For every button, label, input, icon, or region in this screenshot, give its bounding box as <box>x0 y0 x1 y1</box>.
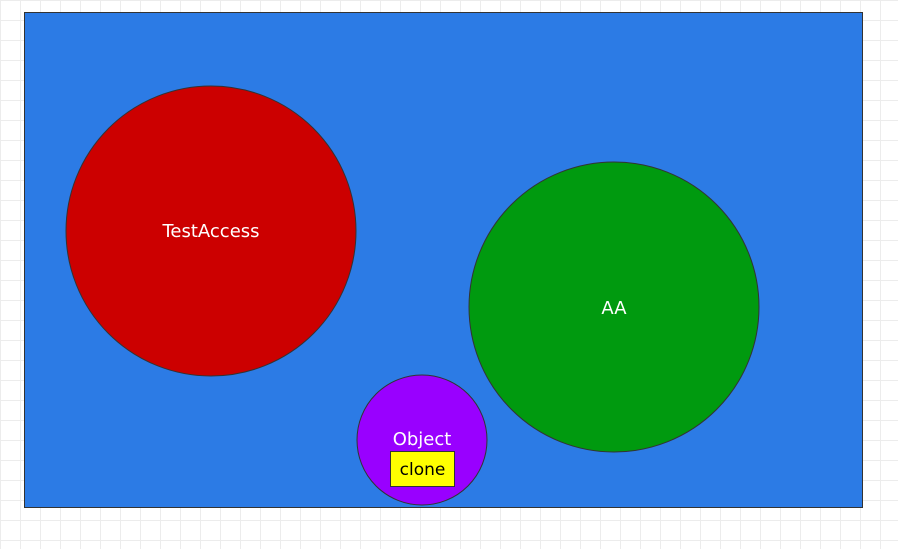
node-aa[interactable]: AA <box>468 161 760 453</box>
node-testaccess[interactable]: TestAccess <box>65 85 357 377</box>
node-testaccess-label: TestAccess <box>161 221 259 242</box>
method-tag-clone[interactable]: clone <box>390 451 455 487</box>
node-object-label: Object <box>393 429 452 450</box>
node-aa-label: AA <box>601 298 627 319</box>
node-object[interactable]: Object clone <box>356 374 488 506</box>
method-tag-clone-label: clone <box>400 460 446 480</box>
node-testaccess-circle[interactable] <box>65 85 357 377</box>
node-aa-circle[interactable] <box>468 161 760 453</box>
method-tag-clone-box[interactable] <box>390 451 455 487</box>
